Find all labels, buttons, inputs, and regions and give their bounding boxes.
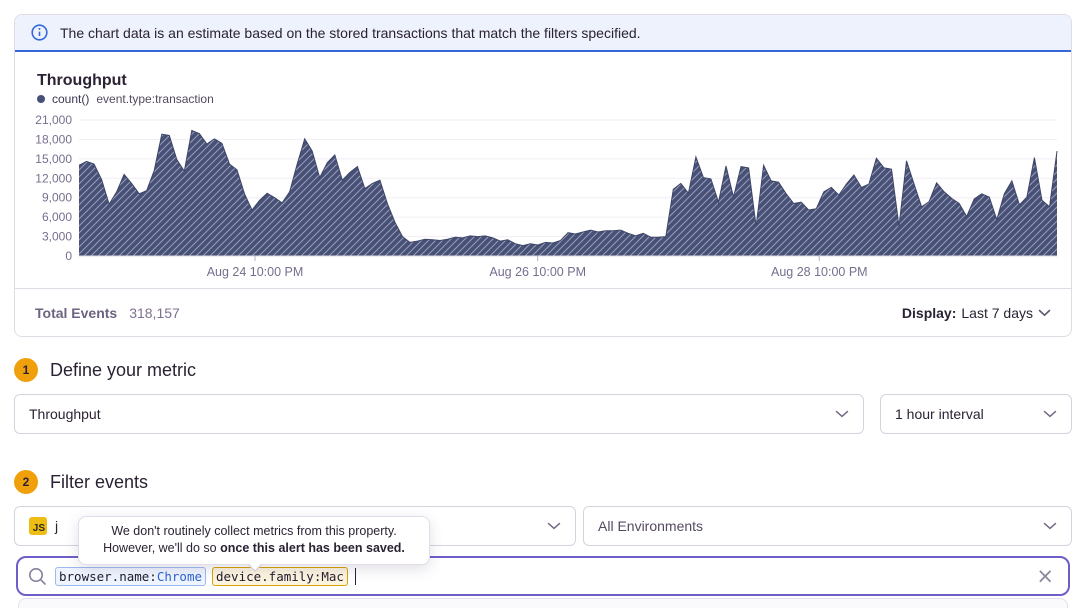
- step-2-badge: 2: [14, 470, 38, 494]
- svg-text:12,000: 12,000: [35, 171, 72, 185]
- filter-section-title: Filter events: [50, 471, 149, 492]
- step-1-badge: 1: [14, 358, 38, 382]
- legend-series-label: count(): [52, 92, 90, 106]
- aggregate-select-value: Throughput: [29, 406, 101, 422]
- info-icon: [31, 24, 48, 41]
- series-dot-icon: [37, 95, 45, 103]
- search-icon: [28, 567, 47, 586]
- total-events: Total Events 318,157: [35, 305, 180, 321]
- chevron-down-icon: [1038, 309, 1051, 317]
- display-label: Display:: [901, 304, 957, 321]
- banner-text: The chart data is an estimate based on t…: [60, 24, 641, 41]
- throughput-area-chart: 0 3,000 6,000 9,000 12,000 15,000 18,000 21,000…: [35, 113, 1058, 279]
- search-autocomplete-panel-edge: [18, 598, 1068, 608]
- tooltip-line2: However, we'll do so once this alert has…: [103, 540, 405, 555]
- interval-select-value: 1 hour interval: [895, 406, 984, 422]
- interval-select[interactable]: 1 hour interval: [880, 394, 1072, 434]
- metric-section-heading: 1 Define your metric: [14, 358, 196, 382]
- svg-text:6,000: 6,000: [42, 210, 72, 224]
- filter-token-device-family[interactable]: device.family:Mac: [212, 566, 348, 586]
- chart-legend: count() event.type:transaction: [27, 92, 1059, 106]
- metric-row: Throughput 1 hour interval: [14, 394, 1072, 434]
- chart-footer: Total Events 318,157 Display: Last 7 days: [15, 288, 1071, 336]
- project-select-value: j: [55, 518, 59, 534]
- event-filter-search-input[interactable]: browser.name:Chrome device.family:Mac ×: [16, 556, 1070, 596]
- chevron-down-icon: [1043, 522, 1057, 530]
- environment-select-value: All Environments: [598, 518, 704, 534]
- filter-token-browser-name[interactable]: browser.name:Chrome: [55, 566, 206, 586]
- svg-text:Aug 28 10:00 PM: Aug 28 10:00 PM: [771, 265, 868, 279]
- aggregate-select[interactable]: Throughput: [14, 394, 864, 434]
- chart-section: Throughput count() event.type:transactio…: [15, 52, 1071, 288]
- svg-text:18,000: 18,000: [35, 132, 72, 146]
- display-period-dropdown[interactable]: Display: Last 7 days: [902, 305, 1051, 321]
- svg-text:9,000: 9,000: [42, 191, 72, 205]
- svg-text:Aug 24 10:00 PM: Aug 24 10:00 PM: [207, 265, 304, 279]
- chevron-down-icon: [835, 410, 849, 418]
- chevron-down-icon: [1043, 410, 1057, 418]
- metric-section-title: Define your metric: [50, 359, 197, 380]
- chart-panel: The chart data is an estimate based on t…: [14, 14, 1072, 337]
- total-events-label: Total Events: [35, 304, 118, 321]
- clear-search-icon[interactable]: ×: [1036, 563, 1054, 588]
- metrics-property-tooltip: We don't routinely collect metrics from …: [78, 516, 430, 572]
- legend-query-label: event.type:transaction: [96, 92, 214, 106]
- chevron-down-icon: [547, 522, 561, 530]
- svg-text:0: 0: [65, 249, 72, 263]
- tooltip-line1: We don't routinely collect metrics from …: [111, 524, 397, 538]
- svg-text:15,000: 15,000: [35, 152, 72, 166]
- svg-text:21,000: 21,000: [35, 113, 72, 127]
- environment-select[interactable]: All Environments: [583, 506, 1072, 546]
- chart-title: Throughput: [37, 72, 127, 89]
- estimate-info-banner: The chart data is an estimate based on t…: [15, 15, 1071, 52]
- javascript-platform-icon: JS: [29, 517, 47, 535]
- search-tokens: browser.name:Chrome device.family:Mac: [55, 566, 357, 586]
- total-events-value: 318,157: [129, 304, 180, 321]
- svg-text:3,000: 3,000: [42, 230, 72, 244]
- svg-text:Aug 26 10:00 PM: Aug 26 10:00 PM: [489, 265, 586, 279]
- display-value: Last 7 days: [961, 304, 1033, 321]
- text-caret: [354, 567, 357, 585]
- filter-section-heading: 2 Filter events: [14, 470, 148, 494]
